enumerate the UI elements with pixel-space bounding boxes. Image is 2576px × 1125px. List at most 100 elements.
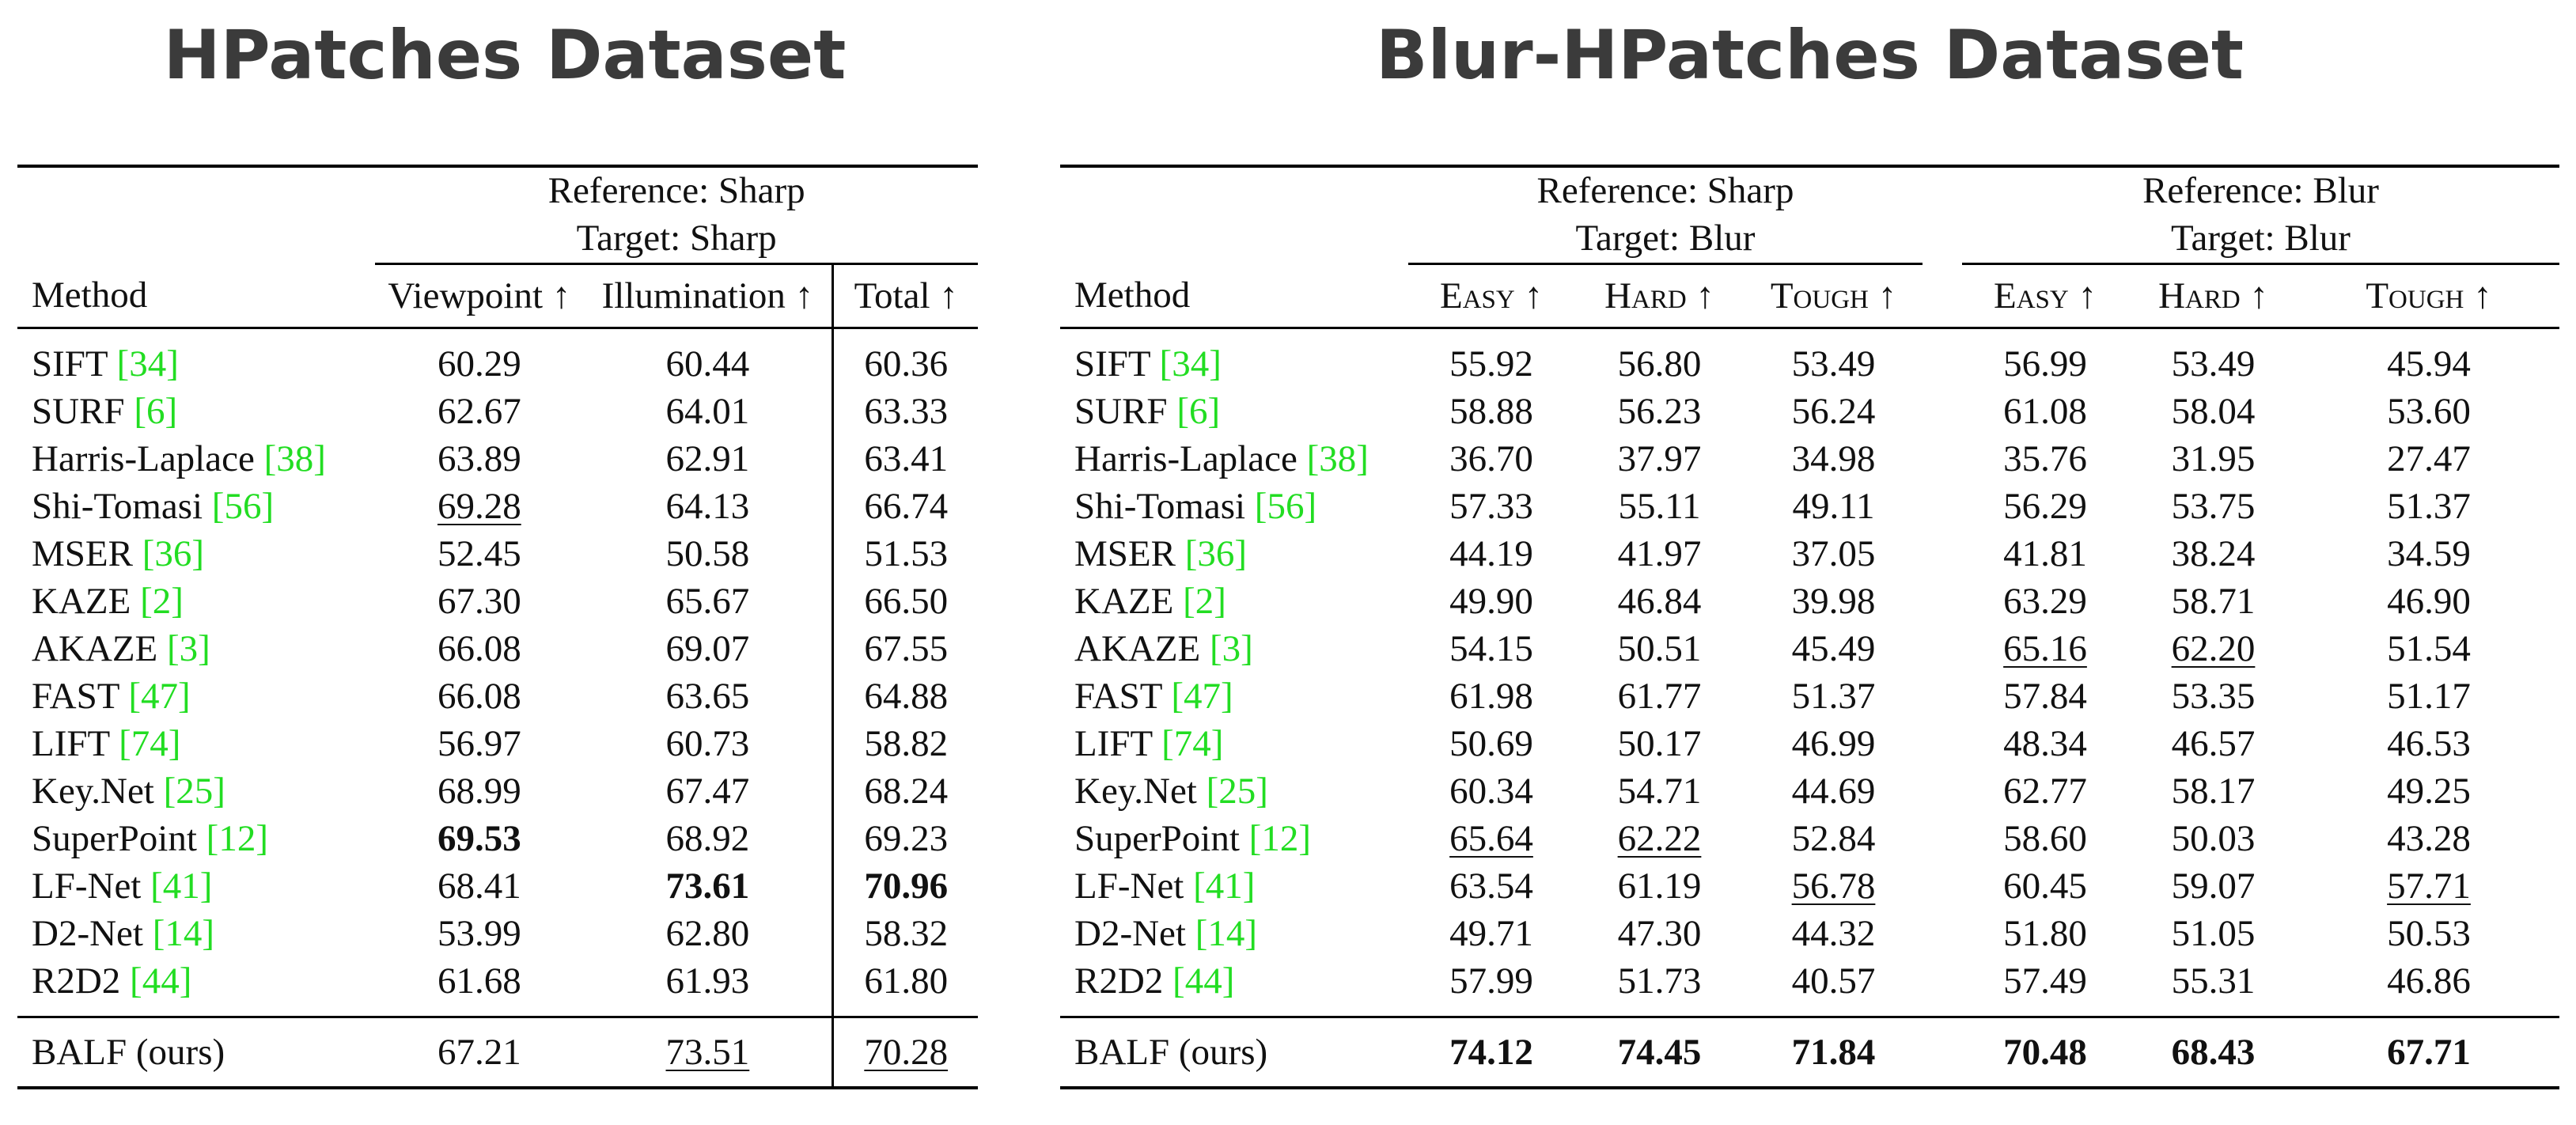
citation-link[interactable]: [2] <box>1173 580 1226 622</box>
score-cell: 52.84 <box>1744 815 1923 862</box>
table-row: AKAZE [3] 54.15 50.51 45.49 65.16 62.20 51.54 <box>1060 625 2559 672</box>
score-value: 53.60 <box>2387 390 2471 432</box>
citation-link[interactable]: [38] <box>254 438 326 479</box>
table-row: Key.Net [25] 60.34 54.71 44.69 62.77 58.17 49.… <box>1060 767 2559 815</box>
method-name-cell: FAST [47] <box>1060 672 1408 720</box>
score-cell: 44.32 <box>1744 910 1923 957</box>
citation-link[interactable]: [74] <box>1152 722 1224 764</box>
citation-link[interactable]: [14] <box>1185 912 1258 954</box>
score-value: 66.08 <box>437 675 521 717</box>
table-row: MSER [36] 52.45 50.58 51.53 <box>17 530 978 578</box>
score-value: 67.71 <box>2387 1031 2471 1073</box>
score-cell: 51.37 <box>1744 672 1923 720</box>
citation-link[interactable]: [34] <box>107 343 179 384</box>
target-label: Target: Blur <box>1575 217 1756 259</box>
citation-link[interactable]: [44] <box>120 960 192 1002</box>
score-value: 63.65 <box>665 675 750 717</box>
score-value: 50.58 <box>665 532 750 574</box>
method-name: AKAZE <box>1074 627 1201 669</box>
citation-link[interactable]: [41] <box>1184 865 1256 907</box>
citation-link[interactable]: [14] <box>142 912 215 954</box>
column-header-label: Illumination ↑ <box>601 275 814 316</box>
citation-link[interactable]: [38] <box>1297 438 1369 479</box>
citation-number: 74 <box>1173 722 1211 764</box>
score-value: 62.77 <box>2003 770 2087 812</box>
citation-link[interactable]: [3] <box>157 627 210 669</box>
method-name: KAZE <box>32 580 131 622</box>
citation-link[interactable]: [44] <box>1163 960 1235 1002</box>
citation-link[interactable]: [25] <box>1196 770 1268 812</box>
citation-link[interactable]: [3] <box>1200 627 1253 669</box>
score-value: 51.73 <box>1617 960 1702 1002</box>
score-cell: 68.24 <box>832 767 978 815</box>
score-cell: 46.84 <box>1574 578 1744 625</box>
score-value: 48.34 <box>2003 722 2087 764</box>
score-value: 67.21 <box>437 1031 521 1073</box>
citation-link[interactable]: [6] <box>124 390 178 432</box>
table-row: LF-Net [41] 63.54 61.19 56.78 60.45 59.07 57.7… <box>1060 862 2559 910</box>
score-value: 44.32 <box>1791 912 1876 954</box>
citation-number: 6 <box>1188 390 1208 432</box>
score-cell: 41.81 <box>1962 530 2128 578</box>
citation-link[interactable]: [6] <box>1167 390 1221 432</box>
method-name: LF-Net <box>1074 865 1184 907</box>
score-value: 41.81 <box>2003 532 2087 574</box>
citation-link[interactable]: [74] <box>109 722 181 764</box>
citation-link[interactable]: [41] <box>141 865 213 907</box>
score-cell: 67.21 <box>375 1016 584 1088</box>
score-cell: 51.17 <box>2298 672 2559 720</box>
score-cell: 64.88 <box>832 672 978 720</box>
score-value: 38.24 <box>2171 532 2256 574</box>
score-value: 51.54 <box>2387 627 2471 669</box>
method-name-cell: LF-Net [41] <box>17 862 375 910</box>
reference-label: Reference: Sharp <box>547 169 805 211</box>
score-cell: 55.31 <box>2128 957 2298 1017</box>
score-value: 69.23 <box>864 817 949 859</box>
score-cell: 54.71 <box>1574 767 1744 815</box>
reference-header: Reference: Sharp <box>375 166 978 214</box>
table-row: R2D2 [44] 57.99 51.73 40.57 57.49 55.31 46.86 <box>1060 957 2559 1017</box>
score-value: 55.92 <box>1449 343 1533 384</box>
citation-link[interactable]: [47] <box>119 675 191 717</box>
score-value: 61.19 <box>1617 865 1702 907</box>
citation-link[interactable]: [47] <box>1161 675 1233 717</box>
score-cell: 69.07 <box>583 625 833 672</box>
citation-link[interactable]: [34] <box>1150 343 1222 384</box>
citation-number: 6 <box>146 390 165 432</box>
target-label: Target: Sharp <box>576 217 777 259</box>
score-value: 64.88 <box>864 675 949 717</box>
citation-link[interactable]: [56] <box>203 485 275 527</box>
citation-number: 47 <box>141 675 178 717</box>
score-value: 51.53 <box>864 532 949 574</box>
score-value: 56.99 <box>2003 343 2087 384</box>
citation-link[interactable]: [36] <box>1176 532 1248 574</box>
method-name: MSER <box>1074 532 1176 574</box>
citation-link[interactable]: [36] <box>133 532 205 574</box>
score-value: 51.37 <box>2387 485 2471 527</box>
citation-number: 36 <box>154 532 192 574</box>
score-value: 70.28 <box>864 1031 949 1073</box>
score-cell: 68.41 <box>375 862 583 910</box>
citation-number: 56 <box>224 485 262 527</box>
citation-link[interactable]: [12] <box>196 817 268 859</box>
citation-link[interactable]: [2] <box>131 580 184 622</box>
score-value: 57.71 <box>2387 865 2471 907</box>
column-header: Tough ↑ <box>2298 263 2559 329</box>
score-value: 45.94 <box>2387 343 2471 384</box>
citation-link[interactable]: [25] <box>153 770 225 812</box>
method-name: R2D2 <box>1074 960 1164 1002</box>
citation-number: 34 <box>129 343 167 384</box>
score-value: 51.37 <box>1791 675 1876 717</box>
citation-link[interactable]: [56] <box>1245 485 1317 527</box>
score-value: 62.80 <box>665 912 750 954</box>
ours-row: BALF (ours) 74.12 74.45 71.84 70.48 68.43 67.7… <box>1060 1016 2559 1088</box>
score-cell: 56.29 <box>1962 483 2128 530</box>
score-value: 65.67 <box>665 580 750 622</box>
score-cell: 62.91 <box>583 435 833 483</box>
score-cell: 45.94 <box>2298 328 2559 388</box>
citation-link[interactable]: [12] <box>1239 817 1311 859</box>
reference-label: Reference: Sharp <box>1536 169 1794 211</box>
table-row: SuperPoint [12] 65.64 62.22 52.84 58.60 50.03… <box>1060 815 2559 862</box>
table-row: SURF [6] 58.88 56.23 56.24 61.08 58.04 53.60 <box>1060 388 2559 435</box>
reference-label: Reference: Blur <box>2142 169 2379 211</box>
